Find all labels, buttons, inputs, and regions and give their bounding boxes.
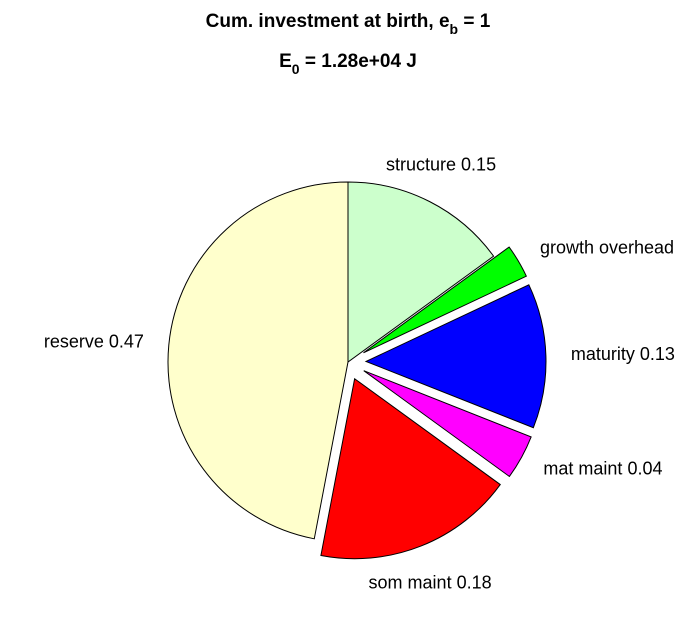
slice-label: reserve 0.47 [44, 331, 144, 351]
pie-slice [363, 246, 528, 354]
slice-value: 0.04 [627, 458, 662, 478]
slice-value: 0.18 [457, 572, 492, 592]
title-run: = 1 [458, 11, 491, 32]
slice-label: som maint 0.18 [369, 572, 492, 592]
title-run: E [279, 51, 292, 72]
title-run: b [450, 21, 459, 37]
slice-label: growth overhead [540, 237, 674, 257]
pie-slice [167, 181, 349, 540]
title-run: = 1.28e+04 J [300, 51, 417, 72]
title-run: Cum. investment at birth, e [206, 11, 450, 32]
chart-title: Cum. investment at birth, eb = 1 [206, 11, 491, 37]
slice-name: reserve [44, 331, 104, 351]
pie-slice [364, 284, 547, 429]
title-run: 0 [292, 61, 300, 77]
slice-value: 0.13 [640, 344, 675, 364]
pie-slice [320, 377, 501, 560]
slice-label: mat maint 0.04 [543, 458, 662, 478]
chart-subtitle: E0 = 1.28e+04 J [279, 51, 417, 77]
slice-value: 0.15 [461, 154, 496, 174]
slice-name: growth overhead [540, 237, 674, 257]
pie-slice [347, 181, 495, 363]
slice-name: maturity [571, 344, 635, 364]
slice-name: mat maint [543, 458, 622, 478]
slice-label: structure 0.15 [386, 154, 496, 174]
slice-name: structure [386, 154, 456, 174]
pie-slice [363, 370, 532, 478]
slice-value: 0.47 [109, 331, 144, 351]
slice-label: maturity 0.13 [571, 344, 675, 364]
slice-name: som maint [369, 572, 452, 592]
